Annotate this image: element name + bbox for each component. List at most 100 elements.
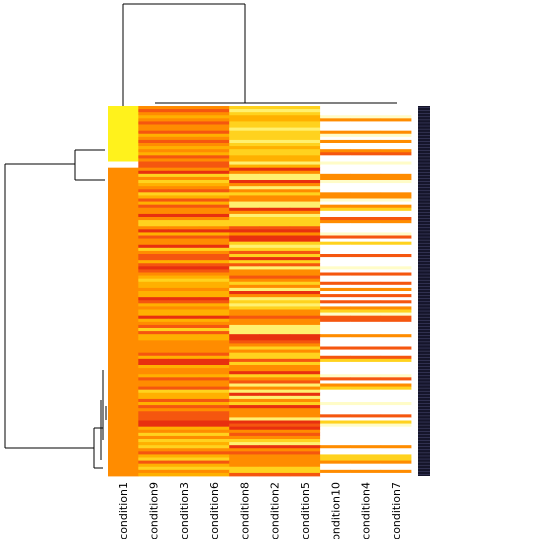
heatmap-cell <box>198 287 230 292</box>
heatmap-cell <box>168 232 200 236</box>
heatmap-cell <box>138 109 169 113</box>
heatmap-cell <box>289 328 321 332</box>
heatmap-cell <box>168 223 200 227</box>
heatmap-cell <box>108 463 139 468</box>
heatmap-cell <box>198 152 230 156</box>
heatmap-cell <box>350 414 382 418</box>
heatmap-cell <box>320 143 351 147</box>
heatmap-cell <box>138 315 169 320</box>
heatmap-cell <box>259 442 291 446</box>
heatmap-cell <box>168 374 200 378</box>
heatmap-cell <box>229 389 260 394</box>
heatmap-cell <box>168 136 200 141</box>
heatmap-cell <box>168 352 200 357</box>
heatmap-cell <box>380 278 412 283</box>
heatmap-cell <box>380 460 412 465</box>
heatmap-cell <box>320 250 351 255</box>
heatmap-cell <box>138 192 169 196</box>
heatmap-cell <box>168 244 200 249</box>
heatmap-cell <box>350 139 382 144</box>
heatmap-cell <box>289 195 321 199</box>
heatmap-cell <box>108 106 139 110</box>
heatmap-cell <box>229 232 260 236</box>
heatmap-cell <box>138 355 169 360</box>
heatmap-cell <box>320 136 351 141</box>
heatmap-cell <box>108 254 139 258</box>
heatmap-cell <box>138 139 169 144</box>
heatmap-cell <box>289 284 321 289</box>
heatmap-cell <box>259 213 291 218</box>
heatmap-cell <box>168 118 200 122</box>
heatmap-cell <box>380 124 412 128</box>
column-label: condition1 <box>117 482 130 539</box>
heatmap-cell <box>380 442 412 446</box>
heatmap-cell <box>108 423 139 428</box>
heatmap-cell <box>108 309 139 313</box>
heatmap-cell <box>350 457 382 461</box>
heatmap-cell <box>289 408 321 412</box>
heatmap-cell <box>320 266 351 270</box>
heatmap-cell <box>198 167 230 172</box>
heatmap-cell <box>168 392 200 397</box>
heatmap-cell <box>168 266 200 270</box>
heatmap-cell <box>289 287 321 292</box>
heatmap-cell <box>229 183 260 187</box>
heatmap-cell <box>320 408 351 412</box>
heatmap-cell <box>198 312 230 317</box>
heatmap-cell <box>289 368 321 372</box>
heatmap-cell <box>229 439 260 443</box>
heatmap-cell <box>350 124 382 128</box>
heatmap-cell <box>289 241 321 246</box>
heatmap-cell <box>350 349 382 354</box>
heatmap-cell <box>259 136 291 141</box>
heatmap-cell <box>350 204 382 209</box>
heatmap-cell <box>198 377 230 381</box>
heatmap-cell <box>289 170 321 175</box>
heatmap-cell <box>320 383 351 387</box>
heatmap-cell <box>350 149 382 153</box>
heatmap-cell <box>380 207 412 212</box>
heatmap-cell <box>380 324 412 329</box>
heatmap-cell <box>138 411 169 415</box>
heatmap-cell <box>350 466 382 471</box>
heatmap-cell <box>198 226 230 230</box>
heatmap-cell <box>380 238 412 243</box>
heatmap-cell <box>289 429 321 434</box>
heatmap-cell <box>380 254 412 258</box>
heatmap-cell <box>320 109 351 113</box>
heatmap-cell <box>229 130 260 135</box>
heatmap-cell <box>229 300 260 304</box>
heatmap-cell <box>229 411 260 415</box>
heatmap-cell <box>108 361 139 366</box>
heatmap-cell <box>259 349 291 354</box>
column-label: condition7 <box>390 482 403 539</box>
heatmap-cell <box>380 176 412 181</box>
heatmap-cell <box>320 201 351 206</box>
heatmap-cell <box>138 217 169 221</box>
heatmap-cell <box>168 365 200 369</box>
heatmap-cell <box>259 186 291 190</box>
heatmap-cell <box>138 386 169 391</box>
heatmap-cell <box>289 278 321 283</box>
heatmap-cell <box>108 358 139 363</box>
heatmap-cell <box>138 272 169 276</box>
heatmap-cell <box>320 398 351 403</box>
heatmap-cell <box>320 466 351 471</box>
heatmap-cell <box>138 331 169 335</box>
heatmap-cell <box>289 349 321 354</box>
row-side-color-bar <box>418 106 430 476</box>
heatmap-cell <box>380 167 412 172</box>
heatmap-cell <box>380 435 412 440</box>
column-label: condition9 <box>148 482 161 539</box>
heatmap-cell <box>198 334 230 338</box>
heatmap-cell <box>138 365 169 369</box>
heatmap-cell <box>350 217 382 221</box>
heatmap-cell <box>350 389 382 394</box>
heatmap-cell <box>380 340 412 344</box>
heatmap-cell <box>168 300 200 304</box>
heatmap-cell <box>168 291 200 295</box>
heatmap-cell <box>289 386 321 391</box>
heatmap-cell <box>168 213 200 218</box>
heatmap-cell <box>289 466 321 471</box>
heatmap-cell <box>320 152 351 156</box>
